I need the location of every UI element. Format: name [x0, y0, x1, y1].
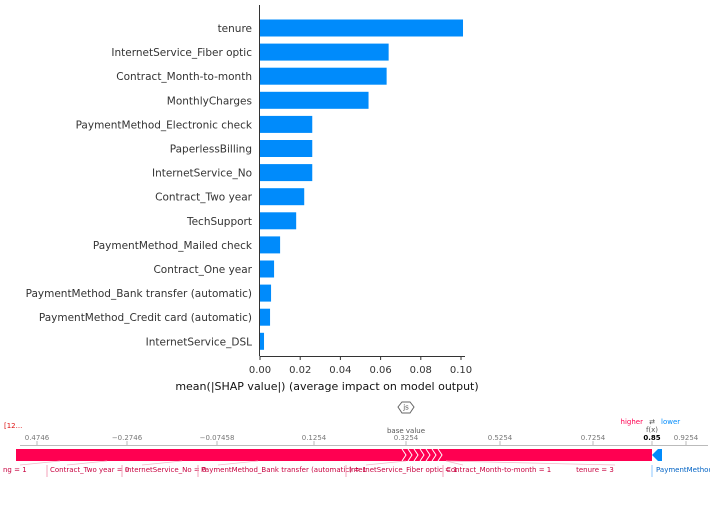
feature-connector: [217, 460, 259, 466]
positive-feature-label: PaymentMethod_Bank transfer (automatic) …: [201, 466, 367, 474]
x-tick-label: 0.08: [410, 365, 432, 376]
legend-lower: lower: [661, 418, 680, 426]
force-axis-ticks: 0.4746 −0.2746 −0.07458 0.1254 0.3254 0.5254 0…: [25, 434, 699, 445]
category-label: PaymentMethod_Electronic check: [76, 119, 253, 131]
legend-higher: higher: [621, 418, 644, 426]
force-chevron: [407, 448, 413, 462]
category-label: PaperlessBilling: [170, 144, 252, 156]
category-label: PaymentMethod_Mailed check: [93, 240, 253, 252]
x-axis-label: mean(|SHAP value|) (average impact on mo…: [175, 380, 478, 393]
positive-feature-label: ng = 1: [3, 466, 27, 474]
category-label: tenure: [218, 23, 252, 35]
force-tick-label: 0.1254: [302, 434, 327, 442]
feature-connector: [66, 460, 108, 466]
category-label: InternetService_DSL: [146, 336, 252, 348]
force-tick-label: 0.5254: [488, 434, 513, 442]
bar: [260, 236, 281, 254]
force-tick-label: 0.7254: [581, 434, 606, 442]
feature-connector: [365, 460, 407, 466]
category-label: TechSupport: [186, 216, 252, 228]
x-tick-label: 0.04: [329, 365, 351, 376]
force-tick-label: 0.3254: [394, 434, 419, 442]
x-tick-label: 0.02: [289, 365, 311, 376]
category-labels: tenure InternetService_Fiber optic Contrac…: [26, 23, 253, 348]
positive-feature-label: Contract_Month-to-month = 1: [446, 466, 551, 474]
feature-connector: [19, 460, 61, 466]
category-label: MonthlyCharges: [167, 95, 252, 107]
positive-feature-label: tenure = 3: [576, 466, 614, 474]
force-tick-label: −0.07458: [200, 434, 235, 442]
force-feature-labels: ng = 1 Contract_Two year = 0InternetServi…: [3, 460, 710, 477]
positive-feature-label: InternetService_Fiber optic = 1: [349, 466, 458, 474]
bar: [260, 212, 297, 230]
x-ticks: 0.00 0.02 0.04 0.06 0.08 0.10: [249, 356, 472, 376]
js-logo-button[interactable]: js: [397, 401, 415, 414]
feature-connector: [445, 460, 464, 466]
bar: [260, 91, 369, 109]
force-bars: [16, 448, 662, 462]
force-tick-label: 0.4746: [25, 434, 50, 442]
positive-feature-label: Contract_Two year = 0: [50, 466, 129, 474]
truncated-label: [12...: [4, 422, 22, 430]
bar: [260, 67, 387, 85]
bar: [260, 260, 275, 278]
feature-connector: [141, 460, 183, 466]
force-tick-label: −0.2746: [112, 434, 143, 442]
category-label: PaymentMethod_Credit card (automatic): [39, 312, 252, 324]
force-chevron: [413, 448, 419, 462]
bar: [260, 284, 272, 302]
bar: [260, 332, 265, 350]
positive-feature-label: InternetService_No = 0: [125, 466, 206, 474]
negative-feature-label: PaymentMethod_I: [656, 466, 710, 474]
force-chevron: [431, 448, 437, 462]
force-chevron: [437, 448, 443, 462]
bars: [260, 19, 464, 350]
bar: [260, 140, 313, 157]
base-value-label: base value: [387, 427, 425, 435]
category-label: Contract_Month-to-month: [116, 71, 252, 83]
category-label: PaymentMethod_Bank transfer (automatic): [26, 288, 252, 300]
force-chevron: [401, 448, 407, 462]
legend-arrows: ⇄: [649, 418, 655, 426]
positive-force-bar: [16, 449, 652, 461]
category-label: Contract_One year: [153, 264, 252, 276]
feature-connector: [445, 460, 616, 466]
category-label: InternetService_No: [152, 168, 252, 180]
bar: [260, 115, 313, 133]
shap-force-plot: js [12... higher ⇄ lower base value f(x)…: [3, 401, 710, 477]
x-tick-label: 0.00: [249, 365, 271, 376]
bar: [260, 19, 464, 37]
js-logo-text: js: [402, 404, 409, 412]
x-tick-label: 0.10: [450, 365, 472, 376]
bar: [260, 308, 271, 326]
bar: [260, 188, 305, 206]
fx-label: f(x): [646, 426, 658, 434]
category-label: Contract_Two year: [155, 192, 253, 204]
force-tick-label: 0.9254: [674, 434, 699, 442]
force-chevron: [425, 448, 431, 462]
bar: [260, 43, 389, 61]
fx-value: 0.85: [643, 434, 660, 442]
x-tick-label: 0.06: [369, 365, 391, 376]
category-label: InternetService_Fiber optic: [111, 47, 252, 59]
shap-summary-bar-chart: tenure InternetService_Fiber optic Contrac…: [26, 5, 479, 393]
force-chevron: [419, 448, 425, 462]
negative-force-bar: [652, 449, 662, 461]
bar: [260, 164, 313, 182]
